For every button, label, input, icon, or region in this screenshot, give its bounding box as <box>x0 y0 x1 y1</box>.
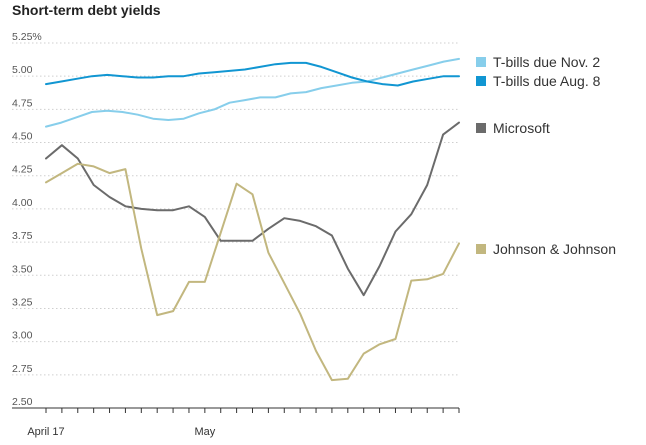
y-tick-label: 2.75 <box>12 363 33 375</box>
legend-swatch <box>476 244 486 254</box>
x-tick-label: April 17 <box>27 426 64 438</box>
legend-label: T-bills due Nov. 2 <box>493 54 600 70</box>
legend-label: Johnson & Johnson <box>493 241 616 257</box>
x-axis: April 17 May <box>12 407 460 438</box>
series-lines <box>45 57 460 382</box>
y-tick-label: 3.75 <box>12 230 33 242</box>
series-line-johnson-and-johnson <box>45 162 460 382</box>
series-line-t-bills-due-aug-8 <box>45 61 460 87</box>
legend-label: T-bills due Aug. 8 <box>493 73 601 89</box>
y-tick-label: 4.50 <box>12 131 33 143</box>
y-axis-labels: 5.25% 5.00 4.75 4.50 4.25 4.00 3.75 3.50 3.25 3.0… <box>12 31 42 408</box>
series-line-microsoft <box>45 121 460 297</box>
gridlines <box>12 42 459 376</box>
y-tick-label: 4.75 <box>12 97 33 109</box>
legend-swatch <box>476 123 486 133</box>
y-tick-label: 5.25% <box>12 31 42 43</box>
y-tick-label: 3.25 <box>12 296 33 308</box>
y-tick-label: 5.00 <box>12 64 33 76</box>
legend: T-bills due Nov. 2 T-bills due Aug. 8 Micr… <box>476 54 616 257</box>
x-tick-label: May <box>194 426 215 438</box>
legend-label: Microsoft <box>493 120 550 136</box>
series-line-t-bills-due-nov-2 <box>45 57 460 128</box>
y-tick-label: 2.50 <box>12 396 33 408</box>
legend-swatch <box>476 57 486 67</box>
legend-swatch <box>476 76 486 86</box>
y-tick-label: 3.50 <box>12 263 33 275</box>
y-tick-label: 4.00 <box>12 197 33 209</box>
chart-title: Short-term debt yields <box>12 2 161 18</box>
y-tick-label: 4.25 <box>12 164 33 176</box>
y-tick-label: 3.00 <box>12 330 33 342</box>
